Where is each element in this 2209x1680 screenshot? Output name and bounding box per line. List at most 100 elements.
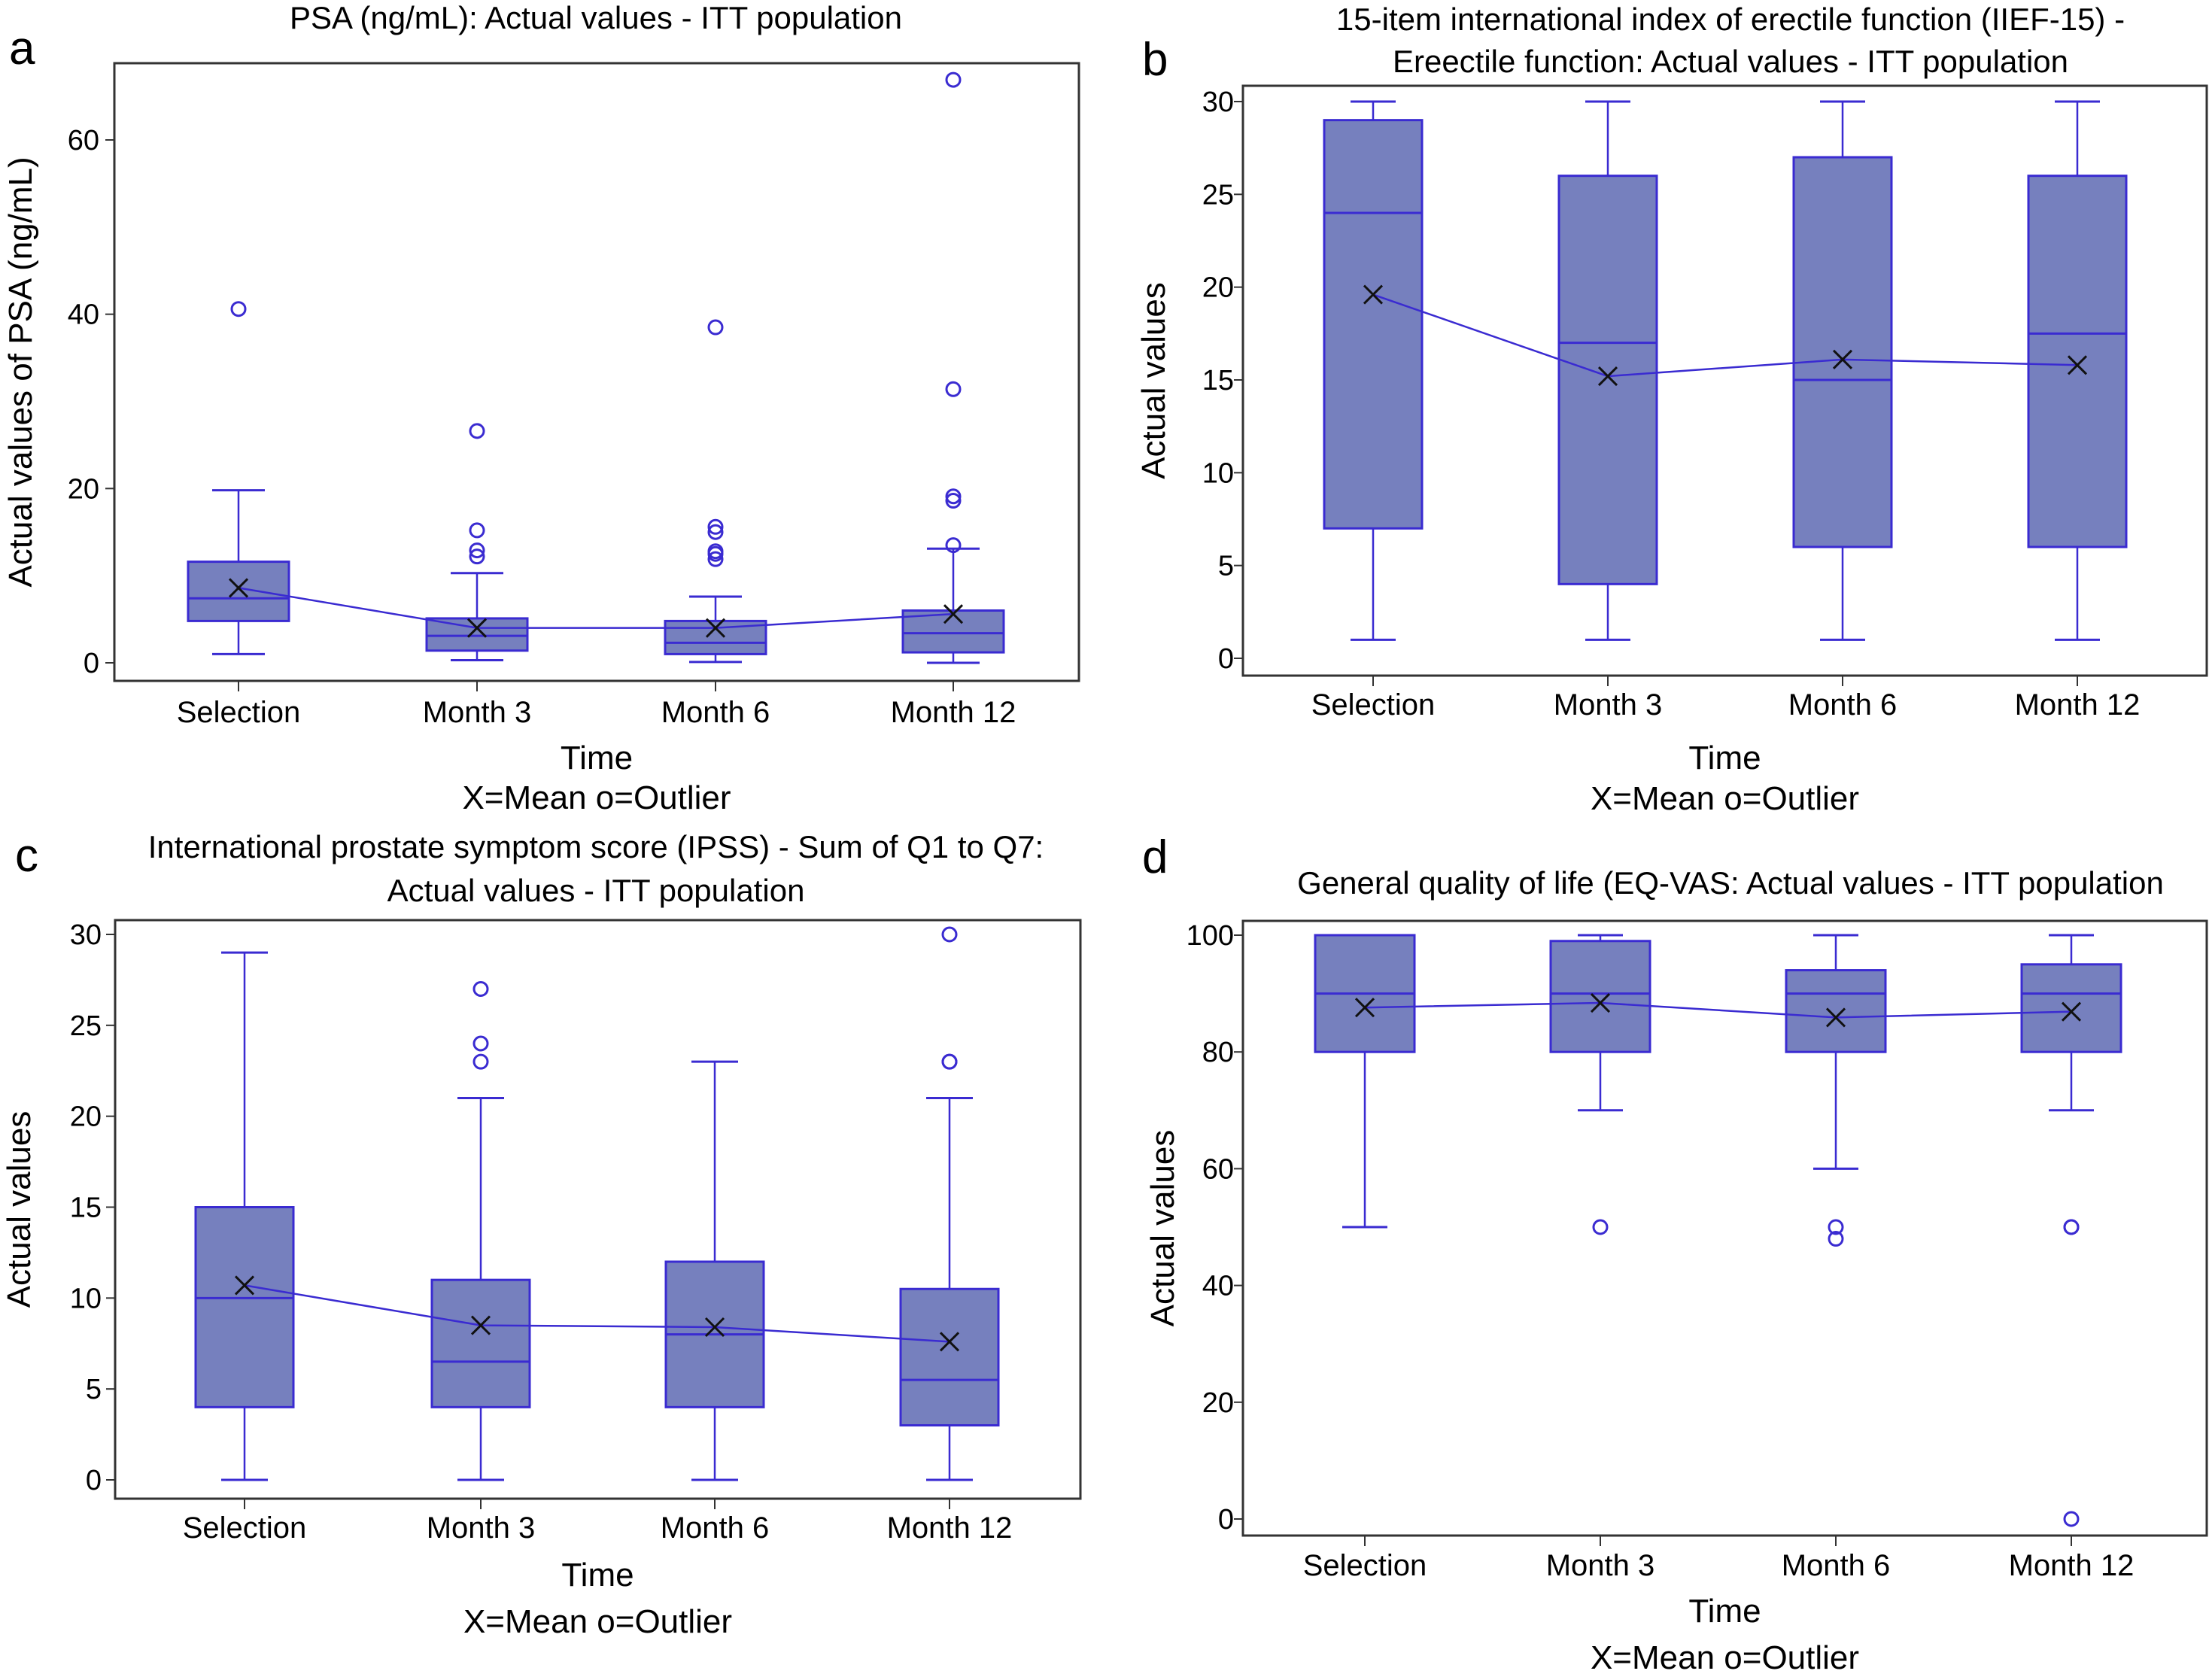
mean-x-stroke	[1363, 284, 1384, 305]
mean-marker	[943, 604, 964, 624]
panel-letter: c	[15, 830, 38, 882]
iqr-box	[194, 1206, 295, 1408]
y-tick-label: 40	[68, 299, 99, 331]
outlier-point	[472, 981, 489, 997]
x-tick-label: Month 12	[891, 696, 1016, 729]
iqr-box	[430, 1278, 531, 1408]
outlier-point	[472, 1035, 489, 1052]
x-tick-label: Month 3	[423, 696, 532, 729]
x-tick-label: Month 12	[887, 1511, 1013, 1545]
chart-title: General quality of life (EQ-VAS: Actual …	[1297, 865, 2164, 901]
iqr-box	[2027, 175, 2128, 548]
y-tick-label: 25	[70, 1010, 102, 1042]
y-tick-label: 5	[86, 1374, 102, 1405]
outlier-point	[1828, 1231, 1844, 1247]
mean-marker	[1363, 284, 1384, 305]
y-tick-label: 10	[70, 1283, 102, 1314]
outlier-point	[945, 537, 962, 554]
box-month-3	[1549, 934, 1651, 1235]
mean-x-stroke	[943, 604, 964, 624]
mean-x-stroke	[1832, 349, 1853, 369]
outlier-point	[707, 524, 724, 540]
iqr-box	[1792, 156, 1893, 548]
mean-marker	[470, 1315, 491, 1335]
mean-line	[1364, 1001, 2072, 1019]
iqr-box	[899, 1287, 1000, 1426]
mean-x-stroke	[228, 578, 249, 598]
box-selection	[1314, 934, 1416, 1229]
x-tick-label: Selection	[177, 696, 301, 729]
box-month-6	[1792, 100, 1893, 641]
x-axis-title: Time	[561, 740, 633, 776]
y-tick-label: 80	[1202, 1037, 1234, 1068]
mean-x-stroke	[470, 1315, 491, 1335]
iqr-box	[1549, 940, 1651, 1053]
y-tick-label: 60	[68, 125, 99, 156]
y-tick-label: 0	[1218, 1504, 1234, 1536]
outlier-point	[707, 543, 724, 560]
mean-x-stroke	[1597, 366, 1618, 387]
x-tick-label: Month 12	[2015, 688, 2141, 722]
y-axis-title: Actual values	[1135, 282, 1172, 479]
mean-marker	[1825, 1007, 1846, 1028]
iqr-box	[1557, 175, 1658, 585]
mean-line	[244, 1284, 950, 1343]
box-month-12	[2020, 934, 2122, 1527]
chart-title: International prostate symptom score (IP…	[148, 829, 1044, 864]
y-tick-label: 0	[1218, 643, 1234, 675]
legend-note: X=Mean o=Outlier	[1591, 780, 1859, 817]
outlier-point	[230, 301, 247, 317]
plot-frame	[113, 62, 1080, 682]
iqr-box	[1323, 119, 1424, 530]
x-axis-title: Time	[1688, 740, 1761, 776]
y-axis-title: Actual values	[1, 1111, 38, 1308]
box-month-12	[901, 71, 1005, 664]
x-tick-label: Month 6	[661, 696, 770, 729]
outlier-point	[945, 381, 962, 397]
panel-letter: b	[1142, 34, 1168, 86]
box-month-6	[664, 319, 767, 664]
outlier-point	[2063, 1219, 2080, 1235]
y-tick-label: 5	[1218, 551, 1234, 582]
chart-title: 15-item international index of erectile …	[1336, 2, 2125, 37]
box-month-12	[899, 926, 1000, 1481]
x-tick-label: Month 6	[661, 1511, 770, 1545]
iqr-box	[187, 561, 290, 622]
outlier-point	[2063, 1511, 2080, 1527]
panel-d: d General quality of life (EQ-VAS: Actual…	[1142, 831, 2208, 1676]
outlier-point	[707, 319, 724, 336]
legend-note: X=Mean o=Outlier	[1591, 1639, 1859, 1676]
iqr-box	[901, 609, 1005, 654]
y-axis-title: Actual values of PSA (ng/mL)	[2, 156, 39, 587]
box-selection	[194, 951, 295, 1481]
x-tick-label: Selection	[1311, 688, 1436, 722]
iqr-box	[425, 617, 529, 652]
y-tick-label: 40	[1202, 1271, 1234, 1302]
mean-x-stroke	[1354, 998, 1375, 1018]
panel-b: b 15-item international index of erectile…	[1135, 2, 2208, 817]
chart-title: PSA (ng/mL): Actual values - ITT populat…	[290, 0, 902, 35]
outlier-point	[707, 551, 724, 567]
y-tick-label: 10	[1202, 457, 1234, 489]
y-tick-label: 25	[1202, 179, 1234, 211]
y-tick-label: 20	[68, 473, 99, 505]
outlier-point	[469, 522, 485, 539]
mean-marker	[228, 578, 249, 598]
x-tick-label: Selection	[1303, 1549, 1427, 1582]
box-selection	[187, 301, 290, 655]
x-tick-label: Month 3	[1554, 688, 1663, 722]
mean-marker	[2061, 1001, 2082, 1022]
mean-line	[238, 587, 954, 629]
box-month-3	[1557, 100, 1658, 641]
mean-marker	[466, 618, 488, 638]
plot-frame	[114, 919, 1082, 1500]
y-tick-label: 30	[70, 919, 102, 951]
legend-note: X=Mean o=Outlier	[462, 779, 731, 816]
outlier-point	[1828, 1219, 1844, 1235]
iqr-box	[1785, 969, 1887, 1053]
legend-note: X=Mean o=Outlier	[463, 1603, 732, 1640]
mean-marker	[1354, 998, 1375, 1018]
outlier-point	[945, 71, 962, 88]
mean-marker	[705, 618, 726, 638]
outlier-point	[941, 926, 958, 943]
